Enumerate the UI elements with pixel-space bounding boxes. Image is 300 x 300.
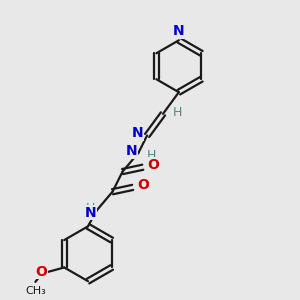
Text: CH₃: CH₃ <box>25 286 46 296</box>
Text: N: N <box>85 206 97 220</box>
Text: N: N <box>125 144 137 158</box>
Text: N: N <box>173 24 185 38</box>
Text: O: O <box>35 265 47 279</box>
Text: H: H <box>173 106 182 119</box>
Text: O: O <box>147 158 159 172</box>
Text: H: H <box>86 202 95 215</box>
Text: H: H <box>146 148 156 162</box>
Text: O: O <box>137 178 149 192</box>
Text: N: N <box>132 126 144 140</box>
